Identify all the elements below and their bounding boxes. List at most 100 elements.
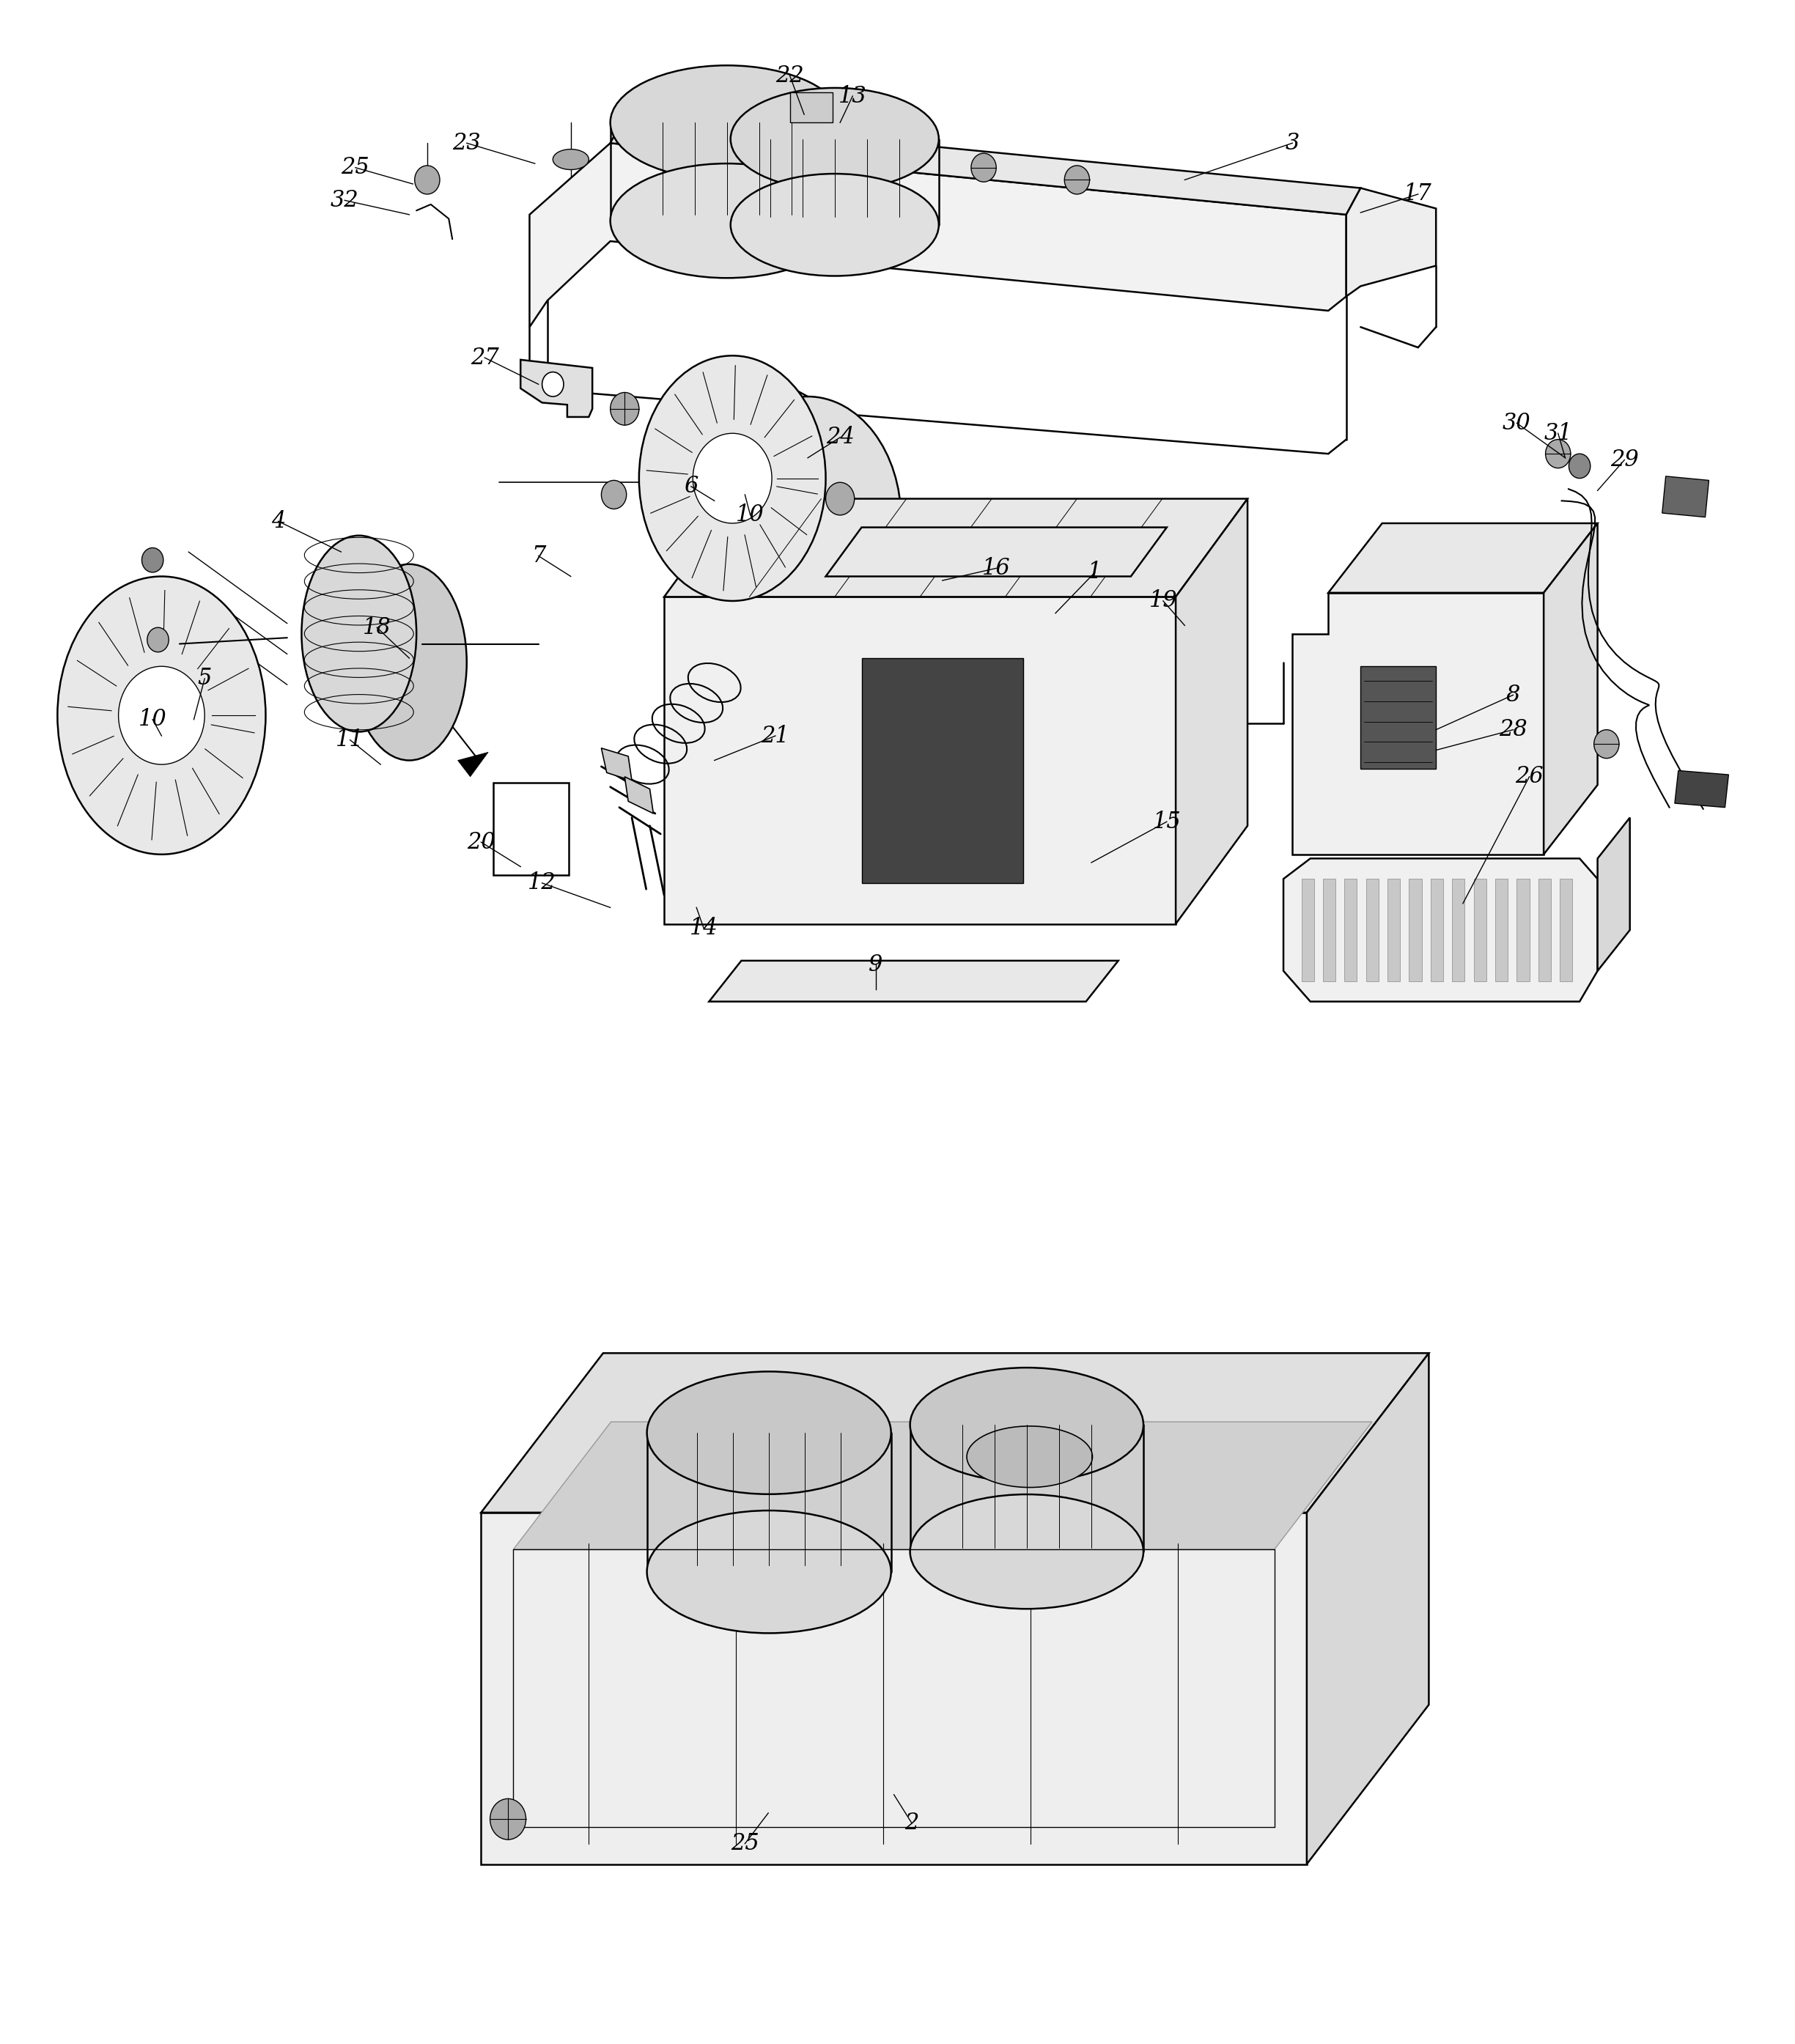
Polygon shape: [1328, 523, 1598, 593]
Text: 13: 13: [838, 84, 867, 108]
Text: 23: 23: [452, 131, 481, 155]
Polygon shape: [826, 527, 1167, 576]
Polygon shape: [664, 597, 1176, 924]
Text: 6: 6: [684, 474, 698, 499]
Ellipse shape: [646, 1511, 890, 1633]
Ellipse shape: [302, 536, 416, 732]
Text: 12: 12: [528, 871, 556, 895]
Polygon shape: [1431, 879, 1443, 981]
Polygon shape: [1560, 879, 1572, 981]
Polygon shape: [1176, 499, 1248, 924]
Ellipse shape: [610, 164, 844, 278]
Polygon shape: [1292, 593, 1544, 854]
Polygon shape: [1283, 858, 1598, 1002]
Polygon shape: [1675, 771, 1729, 807]
Circle shape: [1594, 730, 1619, 758]
Polygon shape: [790, 92, 833, 123]
Text: 17: 17: [1404, 182, 1432, 206]
Polygon shape: [1307, 1353, 1429, 1864]
Text: 10: 10: [138, 707, 167, 732]
Ellipse shape: [731, 174, 939, 276]
Polygon shape: [601, 748, 632, 781]
Polygon shape: [1346, 188, 1436, 296]
Text: 14: 14: [689, 916, 718, 940]
Text: 7: 7: [531, 544, 546, 568]
Polygon shape: [1301, 879, 1314, 981]
Text: 26: 26: [1515, 764, 1544, 789]
Polygon shape: [521, 360, 592, 417]
Polygon shape: [610, 117, 1361, 215]
Circle shape: [1569, 454, 1590, 478]
Polygon shape: [625, 777, 653, 814]
Text: 3: 3: [1285, 131, 1300, 155]
Circle shape: [1545, 439, 1571, 468]
Text: 29: 29: [1610, 448, 1639, 472]
Circle shape: [415, 166, 440, 194]
Polygon shape: [513, 1423, 1371, 1549]
Text: 8: 8: [1506, 683, 1520, 707]
Circle shape: [142, 548, 163, 572]
Text: 22: 22: [775, 63, 804, 88]
Ellipse shape: [57, 576, 266, 854]
Polygon shape: [1474, 879, 1486, 981]
Text: 32: 32: [330, 188, 359, 213]
Text: 20: 20: [467, 830, 495, 854]
Text: 25: 25: [731, 1831, 759, 1856]
Circle shape: [610, 392, 639, 425]
Polygon shape: [1544, 523, 1598, 854]
Polygon shape: [530, 143, 1346, 327]
Text: 18: 18: [363, 615, 391, 640]
Polygon shape: [1344, 879, 1357, 981]
Circle shape: [147, 628, 169, 652]
Bar: [862, 658, 1023, 883]
Text: 1: 1: [1088, 560, 1102, 585]
Text: 2: 2: [905, 1811, 919, 1836]
Text: 10: 10: [736, 503, 765, 527]
Ellipse shape: [352, 564, 467, 760]
Polygon shape: [1495, 879, 1508, 981]
Circle shape: [1064, 166, 1090, 194]
Polygon shape: [481, 1513, 1307, 1864]
Polygon shape: [1598, 818, 1630, 971]
Text: 24: 24: [826, 425, 854, 450]
Text: 4: 4: [271, 509, 285, 533]
Polygon shape: [481, 1353, 1429, 1513]
Polygon shape: [1452, 879, 1465, 981]
Circle shape: [118, 666, 205, 764]
Text: 27: 27: [470, 345, 499, 370]
Polygon shape: [1517, 879, 1529, 981]
Ellipse shape: [968, 1427, 1093, 1488]
Circle shape: [601, 480, 626, 509]
Text: 9: 9: [869, 953, 883, 977]
Text: 5: 5: [197, 666, 212, 691]
Polygon shape: [1388, 879, 1400, 981]
Ellipse shape: [910, 1494, 1143, 1609]
Text: 21: 21: [761, 724, 790, 748]
Polygon shape: [1662, 476, 1709, 517]
Polygon shape: [1409, 879, 1422, 981]
Circle shape: [490, 1799, 526, 1840]
Polygon shape: [1323, 879, 1335, 981]
Bar: [1361, 666, 1436, 769]
Text: 11: 11: [336, 728, 364, 752]
Text: 28: 28: [1499, 717, 1528, 742]
Ellipse shape: [910, 1367, 1143, 1482]
Circle shape: [542, 372, 564, 397]
Ellipse shape: [610, 65, 844, 180]
Text: 30: 30: [1502, 411, 1531, 435]
Circle shape: [971, 153, 996, 182]
Polygon shape: [458, 752, 488, 777]
Ellipse shape: [714, 397, 901, 642]
Circle shape: [693, 433, 772, 523]
Text: 31: 31: [1544, 421, 1572, 446]
Text: 19: 19: [1149, 589, 1178, 613]
Polygon shape: [1366, 879, 1379, 981]
Polygon shape: [664, 499, 1248, 597]
Ellipse shape: [553, 149, 589, 170]
Polygon shape: [1538, 879, 1551, 981]
Bar: [494, 783, 569, 875]
Text: 16: 16: [982, 556, 1011, 580]
Polygon shape: [709, 961, 1118, 1002]
Text: 15: 15: [1152, 809, 1181, 834]
Ellipse shape: [731, 88, 939, 190]
